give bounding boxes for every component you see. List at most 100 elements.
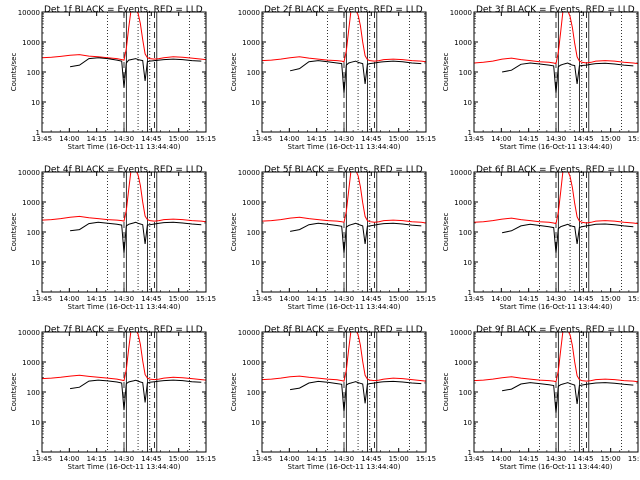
panel-1: Det 1f BLACK = Events, RED = LLD Counts/s… <box>10 5 216 151</box>
y-tick-label: 10 <box>251 259 260 267</box>
y-axis-label: Counts/sec <box>442 373 450 412</box>
y-tick-label: 10 <box>251 419 260 427</box>
x-tick-label: 14:30 <box>334 295 354 303</box>
events-series-line <box>70 57 202 88</box>
y-tick-label: 10 <box>31 419 40 427</box>
y-axis-label: Counts/sec <box>230 373 238 412</box>
x-axis-label: Start Time (16-Oct-11 13:44:40) <box>68 463 181 471</box>
plot-area <box>42 172 206 292</box>
panel-6: Det 6f BLACK = Events, RED = LLD Counts/s… <box>442 165 640 311</box>
panel-title: Det 6f BLACK = Events, RED = LLD <box>476 165 635 175</box>
x-tick-label: 15:00 <box>389 455 409 463</box>
y-tick-label: 1000 <box>22 199 40 207</box>
y-tick-label: 100 <box>247 389 260 397</box>
x-tick-label: 14:30 <box>546 295 566 303</box>
x-tick-label: 13:45 <box>252 455 272 463</box>
x-tick-label: 13:45 <box>32 135 52 143</box>
panel-9: Det 9f BLACK = Events, RED = LLD Counts/s… <box>442 325 640 471</box>
y-tick-label: 1000 <box>454 39 472 47</box>
events-series-line <box>289 60 422 94</box>
x-tick-label: 14:45 <box>141 135 161 143</box>
x-tick-label: 15:00 <box>389 295 409 303</box>
x-tick-label: 14:00 <box>59 455 79 463</box>
x-tick-label: 15:00 <box>601 135 621 143</box>
lld-series-line <box>474 332 638 383</box>
panel-title: Det 2f BLACK = Events, RED = LLD <box>264 5 423 15</box>
lld-series-line <box>262 12 426 63</box>
x-tick-label: 14:15 <box>519 295 539 303</box>
y-tick-label: 10000 <box>450 329 472 337</box>
x-tick-label: 14:45 <box>573 135 593 143</box>
x-tick-label: 13:45 <box>464 135 484 143</box>
x-tick-label: 14:00 <box>59 135 79 143</box>
x-tick-label: 14:00 <box>279 295 299 303</box>
y-tick-label: 1 <box>36 289 40 297</box>
y-tick-label: 1 <box>36 449 40 457</box>
plot-area <box>262 172 426 292</box>
y-axis-label: Counts/sec <box>442 53 450 92</box>
y-tick-label: 1000 <box>22 39 40 47</box>
x-tick-label: 13:45 <box>32 295 52 303</box>
x-tick-label: 14:00 <box>491 455 511 463</box>
y-tick-label: 1000 <box>242 199 260 207</box>
y-axis-label: Counts/sec <box>10 373 18 412</box>
lld-series-line <box>262 332 426 382</box>
x-tick-label: 15:00 <box>389 135 409 143</box>
x-tick-label: 15:15 <box>196 455 216 463</box>
x-tick-label: 15:15 <box>628 295 640 303</box>
axes-frame <box>473 11 639 133</box>
y-tick-label: 10000 <box>238 329 260 337</box>
x-tick-label: 13:45 <box>464 455 484 463</box>
x-tick-label: 14:45 <box>573 455 593 463</box>
lld-series-line <box>42 332 206 382</box>
x-tick-label: 15:00 <box>169 295 189 303</box>
y-tick-label: 100 <box>247 229 260 237</box>
x-axis-label: Start Time (16-Oct-11 13:44:40) <box>288 143 401 151</box>
lld-series-line <box>42 12 206 61</box>
axes-frame <box>41 11 207 133</box>
plot-area <box>262 332 426 452</box>
x-tick-label: 14:00 <box>279 135 299 143</box>
y-tick-label: 100 <box>27 229 40 237</box>
x-tick-label: 14:30 <box>546 455 566 463</box>
events-series-line <box>70 379 202 411</box>
y-tick-label: 10000 <box>18 169 40 177</box>
x-tick-label: 14:45 <box>361 455 381 463</box>
x-tick-label: 14:15 <box>307 295 327 303</box>
y-tick-label: 1000 <box>242 359 260 367</box>
x-tick-label: 14:30 <box>334 135 354 143</box>
panel-7: Det 7f BLACK = Events, RED = LLD Counts/s… <box>10 325 216 471</box>
y-tick-label: 10000 <box>450 169 472 177</box>
y-tick-label: 1000 <box>22 359 40 367</box>
y-tick-label: 10 <box>463 99 472 107</box>
y-axis-label: Counts/sec <box>442 213 450 252</box>
x-axis-label: Start Time (16-Oct-11 13:44:40) <box>500 143 613 151</box>
x-tick-label: 14:30 <box>334 455 354 463</box>
x-tick-label: 13:45 <box>252 295 272 303</box>
axes-frame <box>41 331 207 453</box>
x-tick-label: 15:00 <box>169 135 189 143</box>
x-tick-label: 14:00 <box>279 455 299 463</box>
y-tick-label: 100 <box>27 69 40 77</box>
y-tick-label: 1000 <box>454 199 472 207</box>
y-tick-label: 10000 <box>18 9 40 17</box>
plot-area <box>474 172 638 292</box>
y-tick-label: 1 <box>256 289 260 297</box>
x-tick-label: 15:15 <box>196 295 216 303</box>
panel-4: Det 4f BLACK = Events, RED = LLD Counts/s… <box>10 165 216 311</box>
panel-2: Det 2f BLACK = Events, RED = LLD Counts/s… <box>230 5 436 151</box>
panel-title: Det 7f BLACK = Events, RED = LLD <box>44 325 203 335</box>
x-axis-label: Start Time (16-Oct-11 13:44:40) <box>500 463 613 471</box>
plot-area <box>262 12 426 132</box>
plot-area <box>42 12 206 132</box>
x-tick-label: 14:30 <box>114 455 134 463</box>
events-series-line <box>502 382 634 414</box>
x-tick-label: 15:00 <box>601 295 621 303</box>
x-tick-label: 14:15 <box>307 135 327 143</box>
y-tick-label: 10 <box>31 259 40 267</box>
lld-series-line <box>474 172 638 225</box>
panel-title: Det 5f BLACK = Events, RED = LLD <box>264 165 423 175</box>
panel-title: Det 1f BLACK = Events, RED = LLD <box>44 5 203 15</box>
x-tick-label: 14:15 <box>519 455 539 463</box>
